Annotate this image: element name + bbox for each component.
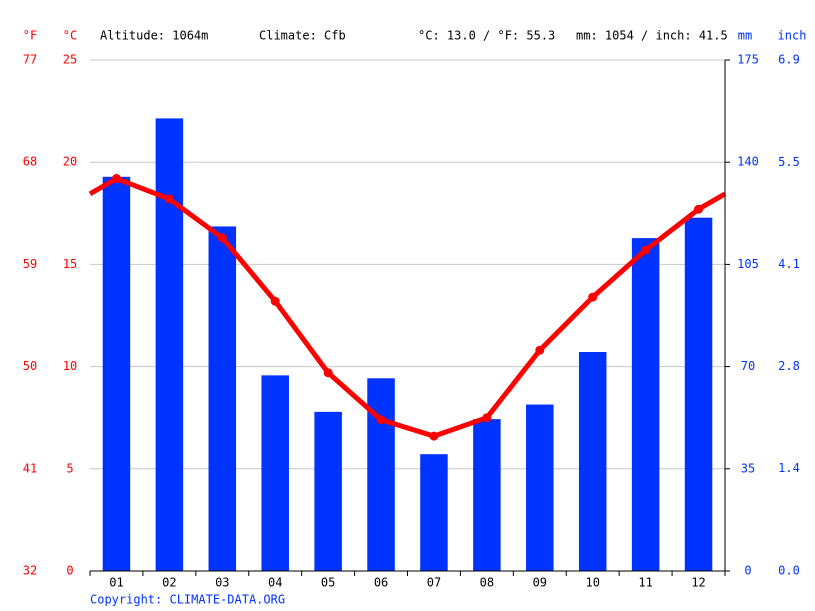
x-tick-label: 08 bbox=[480, 576, 494, 590]
x-tick-label: 11 bbox=[638, 576, 652, 590]
bar bbox=[314, 411, 342, 571]
tick-label: 4.1 bbox=[778, 257, 800, 271]
tick-label: 105 bbox=[737, 257, 759, 271]
bar bbox=[208, 226, 237, 571]
point bbox=[535, 345, 545, 355]
point bbox=[217, 233, 227, 243]
tick-label: 25 bbox=[63, 53, 77, 67]
x-tick-label: 12 bbox=[691, 576, 705, 590]
bar bbox=[420, 454, 448, 571]
tick-label: 20 bbox=[63, 155, 77, 169]
info: °C: 13.0 / °F: 55.3 bbox=[418, 29, 555, 43]
tick-label: 41 bbox=[23, 461, 37, 475]
point bbox=[588, 292, 598, 302]
tick-label: 35 bbox=[741, 461, 755, 475]
tick-label: 59 bbox=[23, 257, 37, 271]
tick-label: 0 bbox=[66, 564, 73, 578]
bar bbox=[526, 404, 554, 571]
axis-unit: °C bbox=[63, 29, 77, 43]
bar bbox=[261, 375, 289, 571]
tick-label: 1.4 bbox=[778, 461, 800, 475]
info: mm: 1054 / inch: 41.5 bbox=[576, 29, 728, 43]
bar bbox=[367, 378, 395, 571]
point bbox=[164, 194, 174, 204]
tick-label: 5.5 bbox=[778, 155, 800, 169]
bar bbox=[578, 352, 607, 571]
x-tick-label: 03 bbox=[215, 576, 229, 590]
point bbox=[429, 431, 439, 441]
bar bbox=[473, 419, 501, 571]
tick-label: 6.9 bbox=[778, 53, 800, 67]
point bbox=[111, 174, 121, 184]
tick-label: 77 bbox=[23, 53, 37, 67]
x-tick-label: 07 bbox=[427, 576, 441, 590]
tick-label: 15 bbox=[63, 257, 77, 271]
temperature-line bbox=[115, 176, 701, 439]
point bbox=[694, 204, 704, 214]
line-edge bbox=[88, 176, 118, 197]
tick-label: 50 bbox=[23, 359, 37, 373]
info: Altitude: 1064m bbox=[100, 29, 208, 43]
bar bbox=[684, 217, 713, 571]
x-tick-label: 02 bbox=[162, 576, 176, 590]
x-tick-label: 10 bbox=[585, 576, 599, 590]
axis-unit: inch bbox=[778, 29, 807, 43]
tick-label: 2.8 bbox=[778, 359, 800, 373]
line-edge bbox=[697, 191, 727, 212]
point bbox=[482, 413, 492, 423]
axis-unit: mm bbox=[738, 29, 752, 43]
point bbox=[641, 245, 651, 255]
x-tick-label: 06 bbox=[374, 576, 388, 590]
point bbox=[376, 415, 386, 425]
x-tick-label: 01 bbox=[109, 576, 123, 590]
info: Climate: Cfb bbox=[259, 29, 346, 43]
tick-label: 10 bbox=[63, 359, 77, 373]
tick-label: 0.0 bbox=[778, 564, 800, 578]
tick-label: 68 bbox=[23, 155, 37, 169]
tick-label: 5 bbox=[66, 461, 73, 475]
bar bbox=[631, 238, 660, 571]
x-tick-label: 04 bbox=[268, 576, 282, 590]
point bbox=[323, 368, 333, 378]
tick-label: 175 bbox=[737, 53, 759, 67]
point bbox=[270, 296, 280, 306]
tick-label: 140 bbox=[737, 155, 759, 169]
copyright: Copyright: CLIMATE-DATA.ORG bbox=[90, 593, 285, 607]
axis-unit: °F bbox=[23, 29, 37, 43]
x-tick-label: 05 bbox=[321, 576, 335, 590]
tick-label: 32 bbox=[23, 564, 37, 578]
x-tick-label: 09 bbox=[533, 576, 547, 590]
bar bbox=[102, 176, 131, 572]
tick-label: 70 bbox=[741, 359, 755, 373]
bar bbox=[155, 118, 184, 572]
tick-label: 0 bbox=[744, 564, 751, 578]
